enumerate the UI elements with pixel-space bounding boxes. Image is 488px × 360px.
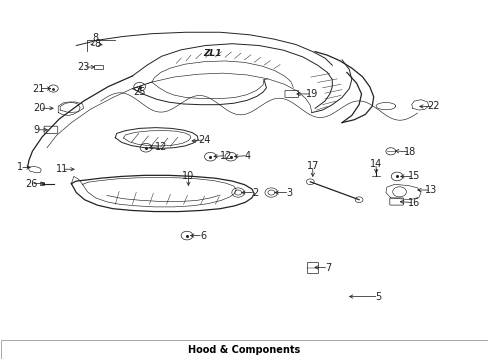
Text: 15: 15 bbox=[407, 171, 419, 181]
Bar bbox=[40, 182, 43, 185]
Text: 4: 4 bbox=[244, 150, 250, 161]
Text: 1: 1 bbox=[17, 162, 23, 172]
Bar bbox=[0, 339, 488, 359]
Text: 2: 2 bbox=[252, 188, 258, 198]
Text: 12: 12 bbox=[219, 150, 232, 161]
Text: 23: 23 bbox=[77, 62, 90, 72]
Text: 22: 22 bbox=[427, 102, 439, 112]
Text: 20: 20 bbox=[34, 103, 46, 113]
Text: 6: 6 bbox=[200, 231, 206, 240]
Text: 8: 8 bbox=[94, 39, 100, 49]
Text: 10: 10 bbox=[182, 171, 194, 181]
Text: 3: 3 bbox=[285, 188, 292, 198]
Text: 7: 7 bbox=[325, 263, 331, 273]
Text: 16: 16 bbox=[407, 198, 420, 208]
Text: 12: 12 bbox=[155, 141, 167, 152]
Text: 24: 24 bbox=[198, 135, 210, 145]
Bar bbox=[306, 262, 317, 273]
Text: 26: 26 bbox=[25, 179, 38, 189]
Text: 11: 11 bbox=[56, 164, 68, 174]
Text: 17: 17 bbox=[306, 161, 318, 171]
Text: 18: 18 bbox=[404, 147, 416, 157]
Text: ZL1: ZL1 bbox=[203, 49, 222, 58]
Text: 8: 8 bbox=[93, 33, 99, 43]
Text: 13: 13 bbox=[424, 185, 436, 195]
Text: 14: 14 bbox=[369, 159, 382, 169]
Text: 5: 5 bbox=[375, 292, 381, 302]
Text: 21: 21 bbox=[33, 84, 45, 94]
Text: 9: 9 bbox=[33, 125, 39, 135]
Text: 25: 25 bbox=[133, 87, 145, 97]
Bar bbox=[94, 64, 103, 69]
Text: 19: 19 bbox=[305, 89, 317, 99]
Text: Hood & Components: Hood & Components bbox=[188, 345, 300, 355]
